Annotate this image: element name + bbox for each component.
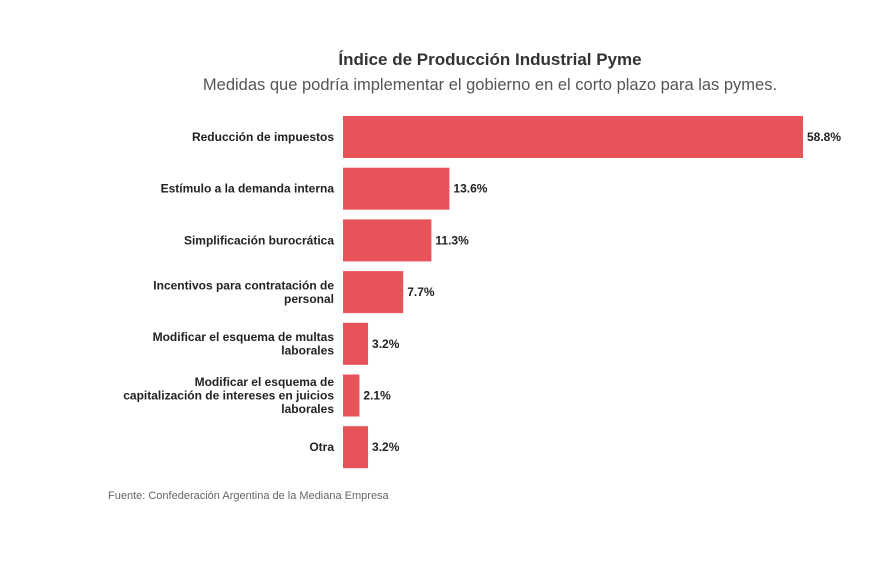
bar bbox=[343, 271, 404, 314]
category-label: Modificar el esquema de capitalización de… bbox=[123, 375, 334, 416]
bar bbox=[343, 374, 360, 417]
value-label: 58.8% bbox=[807, 130, 841, 144]
category-label: Otra bbox=[309, 440, 334, 454]
bar bbox=[343, 116, 803, 158]
value-label: 3.2% bbox=[372, 440, 400, 454]
chart-subtitle: Medidas que podría implementar el gobier… bbox=[202, 76, 778, 94]
value-label: 3.2% bbox=[372, 337, 400, 351]
value-label: 13.6% bbox=[453, 182, 487, 196]
bar bbox=[343, 167, 450, 210]
source-note: Fuente: Confederación Argentina de la Me… bbox=[108, 490, 389, 502]
chart-title: Índice de Producción Industrial Pyme bbox=[338, 50, 642, 69]
bar bbox=[343, 322, 369, 365]
category-label: Simplificación burocrática bbox=[184, 233, 334, 247]
value-label: 2.1% bbox=[363, 389, 391, 403]
category-label: Modificar el esquema de multas laborales bbox=[153, 330, 335, 358]
bar bbox=[343, 219, 432, 262]
category-label: Incentivos para contratación de personal bbox=[153, 278, 334, 306]
category-label: Estímulo a la demanda interna bbox=[161, 182, 335, 196]
category-label: Reducción de impuestos bbox=[192, 130, 334, 144]
value-label: 7.7% bbox=[407, 285, 435, 299]
value-label: 11.3% bbox=[435, 233, 469, 247]
bar bbox=[343, 426, 369, 469]
